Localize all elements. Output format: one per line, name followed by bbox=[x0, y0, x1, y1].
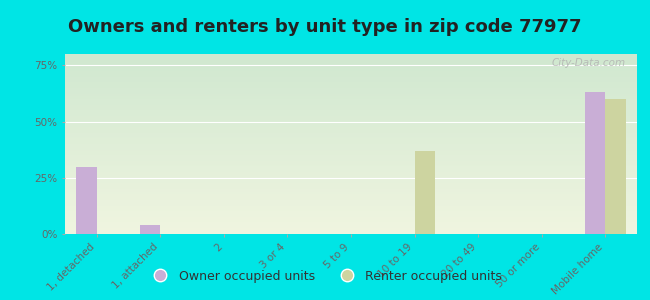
Bar bbox=[77, 167, 97, 234]
Bar bbox=[605, 99, 625, 234]
Bar bbox=[140, 225, 161, 234]
Text: City-Data.com: City-Data.com bbox=[551, 58, 625, 68]
Legend: Owner occupied units, Renter occupied units: Owner occupied units, Renter occupied un… bbox=[143, 265, 507, 288]
Bar bbox=[585, 92, 605, 234]
Bar bbox=[415, 151, 435, 234]
Text: Owners and renters by unit type in zip code 77977: Owners and renters by unit type in zip c… bbox=[68, 18, 582, 36]
